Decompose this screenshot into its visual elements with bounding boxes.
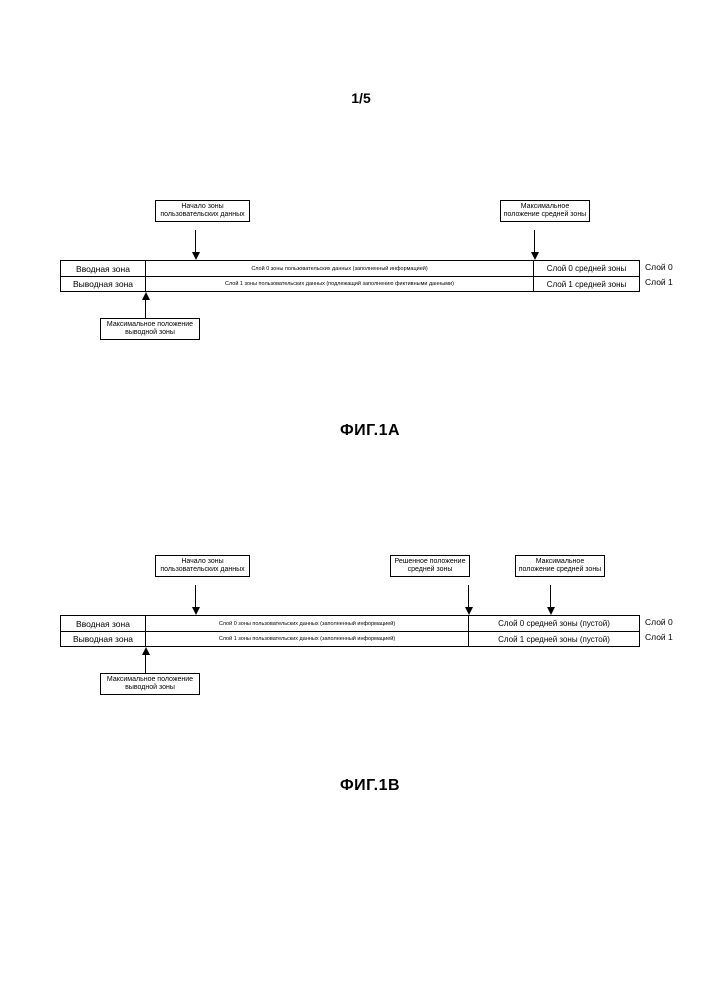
arrow-stem [145, 655, 146, 673]
right-label-0: Слой 0 [645, 260, 673, 275]
mid-zone-cell: Слой 1 средней зоны (пустой) [469, 632, 639, 646]
arrow-stem [195, 585, 196, 607]
arrow-stem [550, 585, 551, 607]
arrow-stem [468, 585, 469, 607]
callout-max-mid-zone: Максимальное положение средней зоны [500, 200, 590, 222]
arrow-down-icon [192, 607, 200, 615]
intro-zone-cell: Вводная зона [61, 261, 146, 276]
right-label-0: Слой 0 [645, 615, 673, 630]
arrow-down-icon [465, 607, 473, 615]
output-zone-cell: Выводная зона [61, 632, 146, 646]
right-label-1: Слой 1 [645, 630, 673, 645]
figure-1b: Начало зоны пользовательских данных Реше… [60, 555, 680, 795]
arrow-down-icon [531, 252, 539, 260]
user-data-cell: Слой 0 зоны пользовательских данных (зап… [146, 261, 534, 276]
callout-max-output-zone: Максимальное положение выводной зоны [100, 318, 200, 340]
arrow-stem [145, 300, 146, 318]
callout-start-user-zone: Начало зоны пользовательских данных [155, 555, 250, 577]
user-data-cell: Слой 0 зоны пользовательских данных (зап… [146, 616, 469, 631]
intro-zone-cell: Вводная зона [61, 616, 146, 631]
arrow-stem [534, 230, 535, 252]
callout-max-output-zone: Максимальное положение выводной зоны [100, 673, 200, 695]
arrow-down-icon [547, 607, 555, 615]
layer-0-row: Вводная зона Слой 0 зоны пользовательски… [61, 261, 639, 276]
mid-zone-cell: Слой 0 средней зоны [534, 261, 639, 276]
arrow-down-icon [192, 252, 200, 260]
callout-decided-mid-zone: Решенное положение средней зоны [390, 555, 470, 577]
fig-b-callouts-top: Начало зоны пользовательских данных Реше… [60, 555, 680, 615]
arrow-stem [195, 230, 196, 252]
mid-zone-cell: Слой 1 средней зоны [534, 277, 639, 291]
user-data-cell: Слой 1 зоны пользовательских данных (под… [146, 277, 534, 291]
figure-label-1b: ФИГ.1B [60, 777, 680, 795]
layer-1-row: Выводная зона Слой 1 зоны пользовательск… [61, 631, 639, 646]
figure-label-1a: ФИГ.1A [60, 422, 680, 440]
output-zone-cell: Выводная зона [61, 277, 146, 291]
arrow-up-icon [142, 647, 150, 655]
user-data-cell: Слой 1 зоны пользовательских данных (зап… [146, 632, 469, 646]
layer-0-row: Вводная зона Слой 0 зоны пользовательски… [61, 616, 639, 631]
fig-a-bar: Вводная зона Слой 0 зоны пользовательски… [60, 260, 640, 292]
fig-a-callouts-top: Начало зоны пользовательских данных Макс… [60, 200, 680, 260]
layer-1-row: Выводная зона Слой 1 зоны пользовательск… [61, 276, 639, 291]
right-label-1: Слой 1 [645, 275, 673, 290]
callout-start-user-zone: Начало зоны пользовательских данных [155, 200, 250, 222]
page-number: 1/5 [0, 90, 722, 106]
arrow-up-icon [142, 292, 150, 300]
page: 1/5 Начало зоны пользовательских данных … [0, 0, 722, 999]
fig-b-bar-container: Вводная зона Слой 0 зоны пользовательски… [60, 615, 680, 647]
callout-max-mid-zone: Максимальное положение средней зоны [515, 555, 605, 577]
fig-a-callouts-bottom: Максимальное положение выводной зоны [60, 292, 680, 352]
figure-1a: Начало зоны пользовательских данных Макс… [60, 200, 680, 440]
fig-b-bar: Вводная зона Слой 0 зоны пользовательски… [60, 615, 640, 647]
fig-a-bar-container: Вводная зона Слой 0 зоны пользовательски… [60, 260, 680, 292]
mid-zone-cell: Слой 0 средней зоны (пустой) [469, 616, 639, 631]
fig-b-callouts-bottom: Максимальное положение выводной зоны [60, 647, 680, 707]
